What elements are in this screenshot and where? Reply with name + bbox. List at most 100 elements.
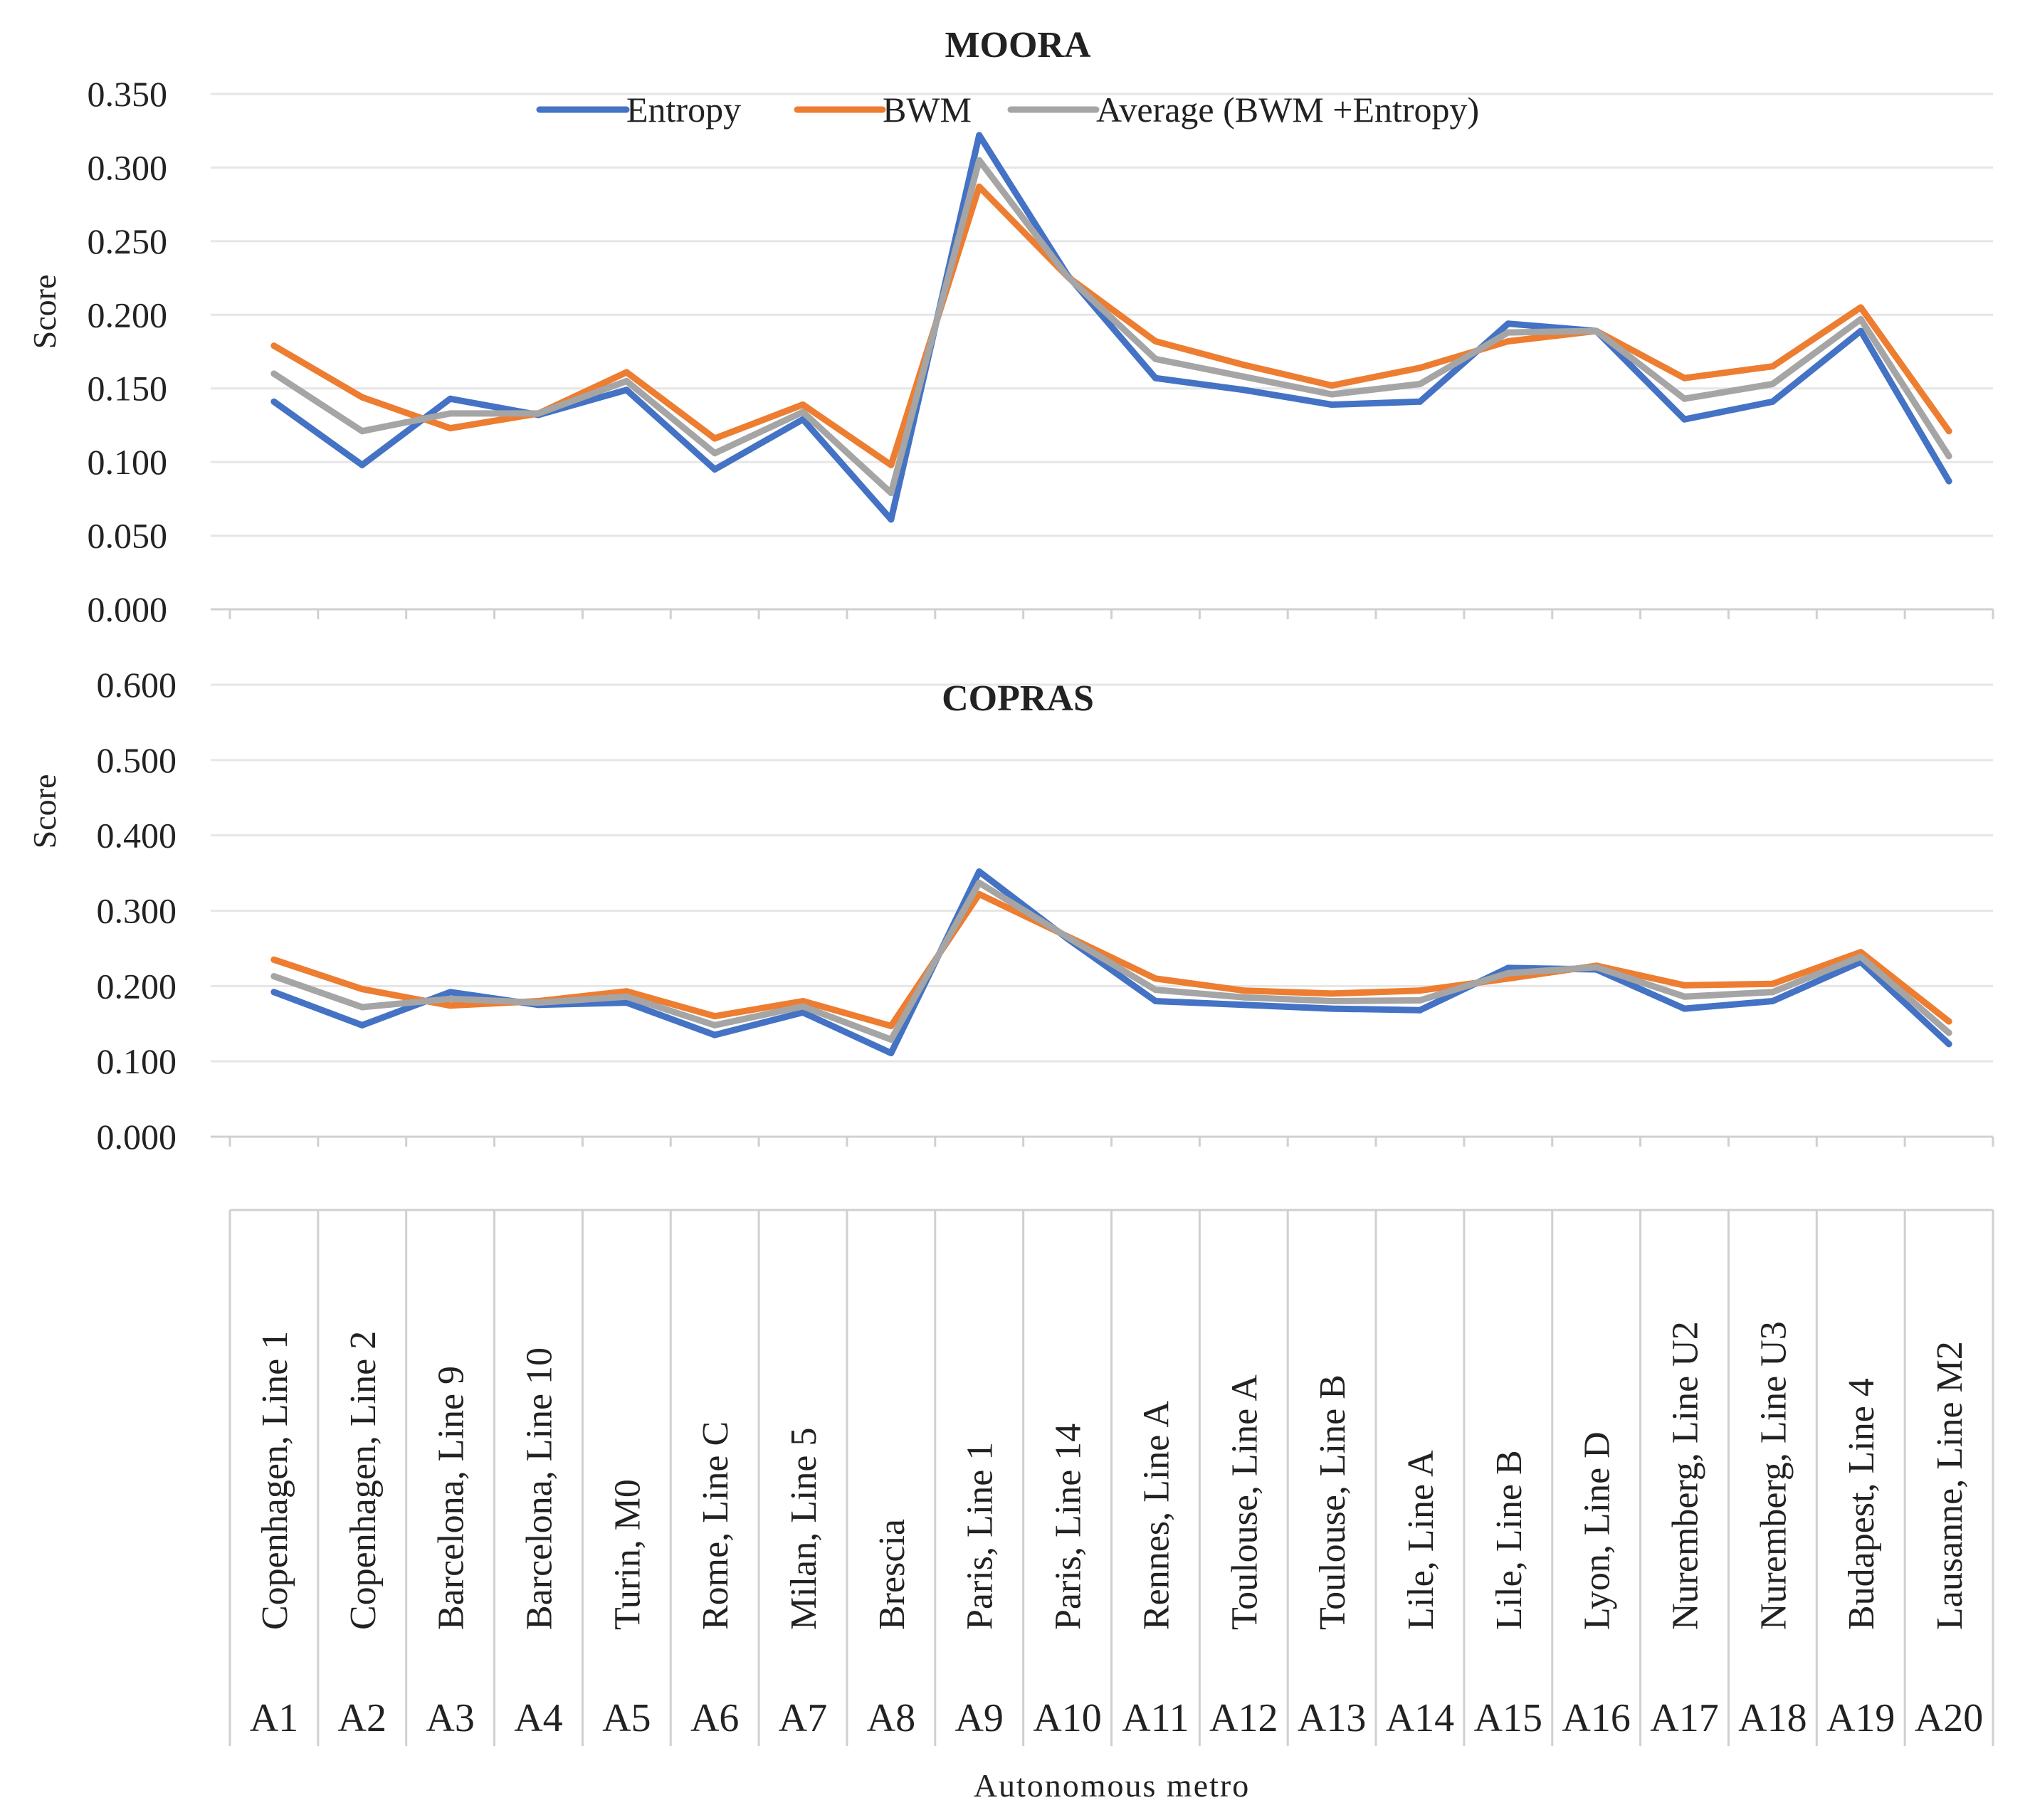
data-point-average: [1945, 1029, 1952, 1036]
y-tick-label: 0.100: [97, 1041, 177, 1081]
data-point-average: [1152, 355, 1159, 362]
y-tick-label: 0.350: [88, 74, 168, 114]
data-point-average: [359, 1004, 366, 1011]
data-point-bwm: [270, 956, 278, 963]
x-category-code: A1: [250, 1696, 298, 1740]
data-point-average: [1769, 989, 1776, 996]
data-point-bwm: [270, 342, 278, 349]
x-category-code: A13: [1298, 1696, 1366, 1740]
data-point-bwm: [1240, 987, 1247, 994]
data-point-entropy: [799, 1009, 806, 1016]
x-category-name: Toulouse, Line B: [1313, 1374, 1353, 1630]
data-point-average: [1505, 329, 1512, 336]
data-point-bwm: [1416, 987, 1424, 994]
data-point-entropy: [1416, 398, 1424, 405]
category-table: Copenhagen, Line 1 Copenhagen, Line 2 Barc…: [228, 1209, 1994, 1746]
panel-moora: 0.000 0.050 0.100 0.150 0.200 0.250 0.300 0.350…: [26, 25, 1994, 629]
data-point-entropy: [359, 461, 366, 468]
y-tick-label: 0.000: [88, 589, 168, 629]
data-point-bwm: [799, 401, 806, 408]
data-point-bwm: [359, 394, 366, 401]
data-point-average: [888, 1036, 895, 1043]
y-tick-label: 0.600: [97, 665, 177, 705]
data-point-average: [1769, 381, 1776, 388]
y-tick-label: 0.050: [88, 516, 168, 556]
data-point-average: [711, 450, 718, 457]
data-point-average: [447, 995, 454, 1002]
x-category-code: A15: [1474, 1696, 1542, 1740]
x-axis-label: Autonomous metro: [974, 1767, 1250, 1804]
data-point-entropy: [711, 465, 718, 473]
data-point-average: [888, 490, 895, 497]
x-category-code: A18: [1738, 1696, 1807, 1740]
y-tick-label: 0.150: [88, 369, 168, 409]
data-point-bwm: [799, 998, 806, 1004]
x-category-name: Lyon, Line D: [1577, 1431, 1618, 1630]
y-tick-label: 0.200: [88, 295, 168, 335]
data-point-entropy: [1769, 398, 1776, 405]
x-category-code: A2: [338, 1696, 386, 1740]
data-point-entropy: [888, 516, 895, 523]
x-category-code: A16: [1562, 1696, 1630, 1740]
data-point-entropy: [447, 395, 454, 402]
x-category-code: A3: [426, 1696, 474, 1740]
data-point-entropy: [1152, 374, 1159, 382]
x-category-name: Copenhagen, Line 1: [255, 1331, 295, 1630]
x-category-name: Nuremberg, Line U3: [1753, 1321, 1794, 1630]
y-tick-label: 0.300: [88, 147, 168, 187]
data-point-entropy: [1681, 1005, 1688, 1012]
data-point-bwm: [888, 1022, 895, 1029]
data-point-bwm: [1328, 382, 1335, 389]
data-point-bwm: [1769, 363, 1776, 370]
data-point-entropy: [447, 989, 454, 996]
series-line-average: [270, 157, 1952, 497]
data-point-bwm: [1416, 364, 1424, 372]
data-point-entropy: [976, 132, 983, 139]
data-point-average: [1328, 391, 1335, 398]
x-category-code: A6: [690, 1696, 739, 1740]
data-point-average: [1857, 315, 1864, 322]
data-point-average: [623, 377, 630, 384]
data-point-bwm: [976, 183, 983, 190]
y-axis-label: Score: [26, 275, 63, 349]
data-point-average: [270, 370, 278, 377]
data-point-average: [1505, 969, 1512, 977]
data-point-entropy: [711, 1031, 718, 1038]
data-point-average: [1416, 381, 1424, 388]
data-point-average: [976, 879, 983, 886]
data-point-entropy: [1505, 964, 1512, 972]
panel-copras: 0.000 0.100 0.200 0.300 0.400 0.500 0.600 COPRA…: [26, 665, 1994, 1157]
data-point-average: [1681, 395, 1688, 402]
data-point-entropy: [270, 398, 278, 405]
data-point-average: [976, 157, 983, 164]
data-point-bwm: [888, 461, 895, 468]
x-category-name: Lile, Line A: [1401, 1450, 1441, 1630]
x-category-code: A17: [1650, 1696, 1718, 1740]
data-point-entropy: [1416, 1006, 1424, 1014]
data-point-entropy: [1240, 1001, 1247, 1009]
data-point-entropy: [359, 1021, 366, 1029]
data-point-average: [1152, 987, 1159, 994]
y-tick-label: 0.250: [88, 221, 168, 261]
data-point-average: [799, 409, 806, 416]
data-point-average: [1416, 996, 1424, 1004]
data-point-entropy: [888, 1050, 895, 1057]
x-category-name: Milan, Line 5: [784, 1427, 824, 1630]
data-point-entropy: [1328, 1005, 1335, 1012]
legend-label-entropy: Entropy: [626, 90, 741, 130]
x-category-code: A12: [1209, 1696, 1278, 1740]
x-category-name: Rome, Line C: [695, 1421, 736, 1630]
x-category-name: Paris, Line 1: [960, 1442, 1001, 1630]
data-point-average: [799, 1003, 806, 1010]
data-point-bwm: [623, 369, 630, 376]
chart-title: COPRAS: [942, 678, 1094, 719]
x-category-code: A5: [602, 1696, 651, 1740]
x-category-name: Barcelona, Line 10: [520, 1347, 560, 1630]
chart-title: MOORA: [945, 25, 1091, 65]
data-point-average: [1593, 327, 1600, 335]
x-category-name: Turin, M0: [607, 1479, 648, 1630]
x-category-code: A10: [1033, 1696, 1101, 1740]
data-point-average: [711, 1021, 718, 1029]
data-point-average: [1064, 934, 1071, 941]
data-point-entropy: [623, 386, 630, 394]
